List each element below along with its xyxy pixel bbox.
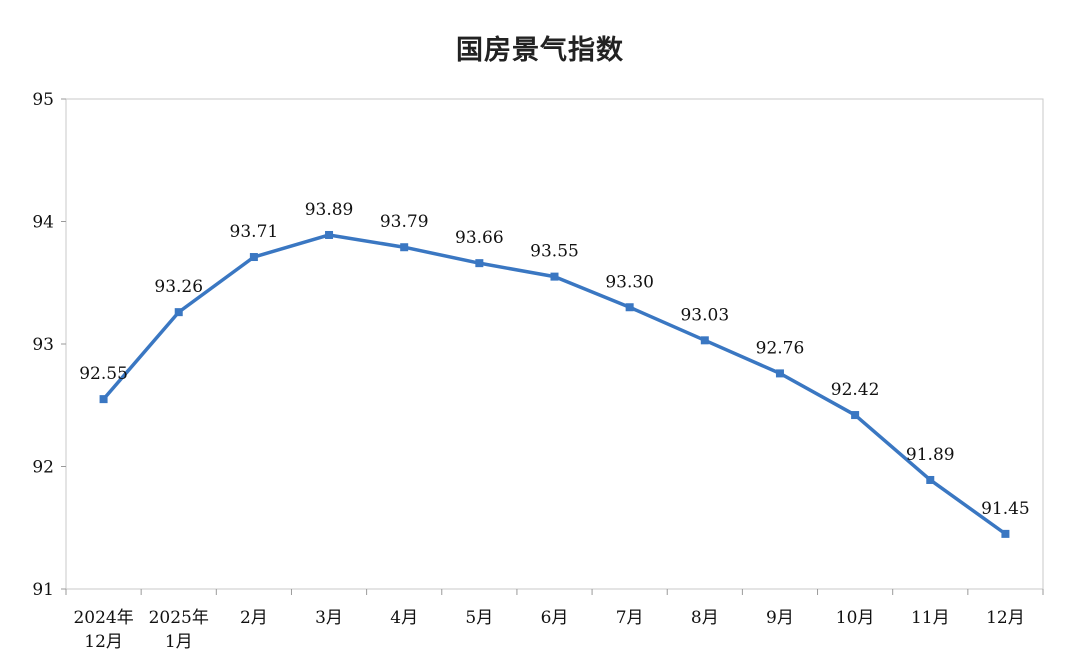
data-point [249, 253, 258, 262]
data-point [475, 259, 484, 268]
data-label: 93.66 [455, 228, 504, 248]
x-tick-label: 11月 [911, 608, 950, 628]
data-label: 93.30 [605, 272, 654, 292]
x-tick-label: 12月 [84, 632, 123, 652]
data-point [700, 336, 709, 345]
data-point [926, 475, 935, 484]
data-label: 92.55 [79, 364, 128, 384]
x-tick-label: 1月 [165, 632, 193, 652]
y-tick-label: 91 [32, 580, 54, 600]
data-point [400, 243, 409, 252]
x-tick-label: 7月 [616, 608, 644, 628]
chart-title: 国房景气指数 [456, 35, 624, 66]
x-tick-label: 12月 [986, 608, 1025, 628]
data-label: 93.55 [530, 242, 579, 262]
x-tick-label: 8月 [691, 608, 719, 628]
x-tick-label: 2024年 [73, 608, 133, 628]
data-label: 91.89 [906, 445, 955, 465]
x-tick-label: 4月 [390, 608, 418, 628]
data-label: 93.26 [154, 277, 203, 297]
data-label: 92.76 [756, 338, 805, 358]
x-tick-label: 2025年 [149, 608, 209, 628]
data-label: 93.89 [305, 200, 354, 220]
data-point [775, 369, 784, 378]
data-label: 91.45 [981, 499, 1030, 519]
x-tick-label: 6月 [541, 608, 569, 628]
x-tick-label: 3月 [315, 608, 343, 628]
x-tick-label: 5月 [465, 608, 493, 628]
data-point [174, 308, 183, 317]
y-tick-label: 94 [32, 213, 54, 233]
y-tick-label: 95 [32, 90, 54, 110]
data-label: 93.03 [680, 305, 729, 325]
plot-area-frame [65, 98, 1044, 590]
x-tick-label: 10月 [836, 608, 875, 628]
x-tick-label: 9月 [766, 608, 794, 628]
data-point [550, 272, 559, 281]
data-label: 92.42 [831, 380, 880, 400]
y-tick-label: 92 [32, 458, 54, 478]
data-point [625, 303, 634, 312]
data-point [99, 395, 108, 404]
data-point [851, 411, 860, 420]
data-point [1001, 529, 1010, 538]
y-tick-label: 93 [32, 335, 54, 355]
data-label: 93.71 [230, 222, 279, 242]
data-label: 93.79 [380, 212, 429, 232]
data-point [325, 230, 334, 239]
x-tick-label: 2月 [240, 608, 268, 628]
